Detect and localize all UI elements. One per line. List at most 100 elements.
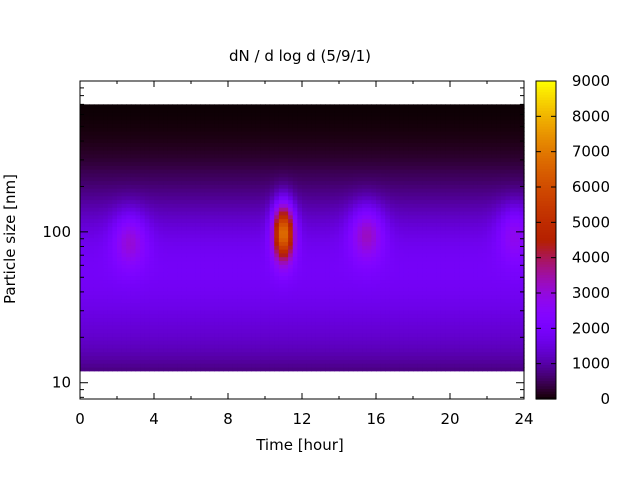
heatmap-cell <box>362 309 368 315</box>
heatmap-cell <box>144 108 150 113</box>
heatmap-cell <box>311 203 317 208</box>
heatmap-cell <box>297 355 303 360</box>
heatmap-cell <box>283 134 289 140</box>
heatmap-cell <box>93 355 100 360</box>
heatmap-cell <box>107 169 113 174</box>
heatmap-cell <box>343 210 349 216</box>
heatmap-cell <box>191 104 197 109</box>
heatmap-cell <box>320 115 326 121</box>
heatmap-cell <box>121 108 127 113</box>
heatmap-cell <box>311 169 317 174</box>
heatmap-cell <box>172 298 178 303</box>
heatmap-cell <box>380 153 386 159</box>
heatmap-cell <box>283 332 289 338</box>
heatmap-cell <box>172 226 178 231</box>
heatmap-cell <box>246 138 252 144</box>
heatmap-cell <box>130 142 137 147</box>
heatmap-cell <box>366 321 372 326</box>
heatmap-cell <box>320 332 326 338</box>
heatmap-cell <box>343 351 349 357</box>
heatmap-cell <box>357 226 363 231</box>
heatmap-cell <box>98 268 104 273</box>
heatmap-cell <box>334 306 340 311</box>
heatmap-cell <box>394 214 400 220</box>
heatmap-cell <box>251 317 257 322</box>
heatmap-cell <box>107 325 113 330</box>
heatmap-cell <box>163 233 169 239</box>
heatmap-cell <box>311 180 317 185</box>
heatmap-cell <box>204 347 211 353</box>
heatmap-cell <box>126 268 132 273</box>
heatmap-cell <box>251 260 257 265</box>
heatmap-cell <box>218 153 224 159</box>
heatmap-cell <box>163 332 169 338</box>
heatmap-cell <box>84 268 90 273</box>
heatmap-cell <box>223 313 229 319</box>
heatmap-cell <box>269 355 275 360</box>
heatmap-cell <box>204 248 211 254</box>
heatmap-cell <box>265 325 271 330</box>
heatmap-cell <box>135 214 141 220</box>
heatmap-cell <box>255 298 261 303</box>
heatmap-cell <box>163 252 169 258</box>
heatmap-cell <box>357 169 363 174</box>
heatmap-cell <box>403 150 409 155</box>
heatmap-cell <box>357 287 363 292</box>
heatmap-cell <box>204 134 211 140</box>
heatmap-cell <box>121 275 127 281</box>
heatmap-cell <box>144 131 150 136</box>
heatmap-cell <box>376 169 382 174</box>
heatmap-cell <box>218 104 224 109</box>
heatmap-cell <box>265 366 271 372</box>
heatmap-cell <box>306 138 312 144</box>
heatmap-cell <box>348 226 354 231</box>
heatmap-cell <box>389 115 396 121</box>
heatmap-cell <box>121 321 127 326</box>
heatmap-cell <box>204 153 211 159</box>
heatmap-cell <box>320 340 326 345</box>
heatmap-cell <box>177 203 183 208</box>
heatmap-cell <box>389 119 396 124</box>
heatmap-cell <box>200 268 206 273</box>
heatmap-cell <box>320 203 326 208</box>
heatmap-cell <box>292 229 298 235</box>
heatmap-cell <box>209 218 215 223</box>
heatmap-cell <box>140 355 146 360</box>
heatmap-cell <box>399 115 405 121</box>
heatmap-cell <box>403 165 409 170</box>
heatmap-cell <box>117 207 123 212</box>
heatmap-cell <box>204 127 211 132</box>
heatmap-cell <box>260 268 266 273</box>
heatmap-cell <box>403 347 409 353</box>
heatmap-cell <box>315 138 322 144</box>
heatmap-cell <box>399 271 405 277</box>
heatmap-cell <box>274 283 280 288</box>
heatmap-cell <box>181 169 187 174</box>
heatmap-cell <box>209 226 215 231</box>
heatmap-cell <box>107 176 113 182</box>
heatmap-cell <box>140 283 146 288</box>
heatmap-cell <box>389 336 396 341</box>
heatmap-cell <box>177 363 183 368</box>
heatmap-cell <box>352 218 359 223</box>
heatmap-cell <box>158 115 164 121</box>
heatmap-cell <box>325 237 331 242</box>
heatmap-cell <box>306 359 312 364</box>
heatmap-cell <box>255 214 261 220</box>
heatmap-cell <box>394 351 400 357</box>
heatmap-cell <box>204 287 211 292</box>
heatmap-cell <box>274 313 280 319</box>
heatmap-cell <box>98 332 104 338</box>
heatmap-cell <box>352 153 359 159</box>
heatmap-cell <box>214 359 220 364</box>
heatmap-cell <box>403 241 409 246</box>
heatmap-cell <box>283 169 289 174</box>
heatmap-cell <box>325 302 331 307</box>
heatmap-cell <box>209 309 215 315</box>
heatmap-cell <box>278 104 285 109</box>
heatmap-cell <box>389 169 396 174</box>
heatmap-cell <box>380 279 386 284</box>
heatmap-cell <box>149 119 155 124</box>
heatmap-cell <box>117 363 123 368</box>
heatmap-cell <box>218 290 224 296</box>
